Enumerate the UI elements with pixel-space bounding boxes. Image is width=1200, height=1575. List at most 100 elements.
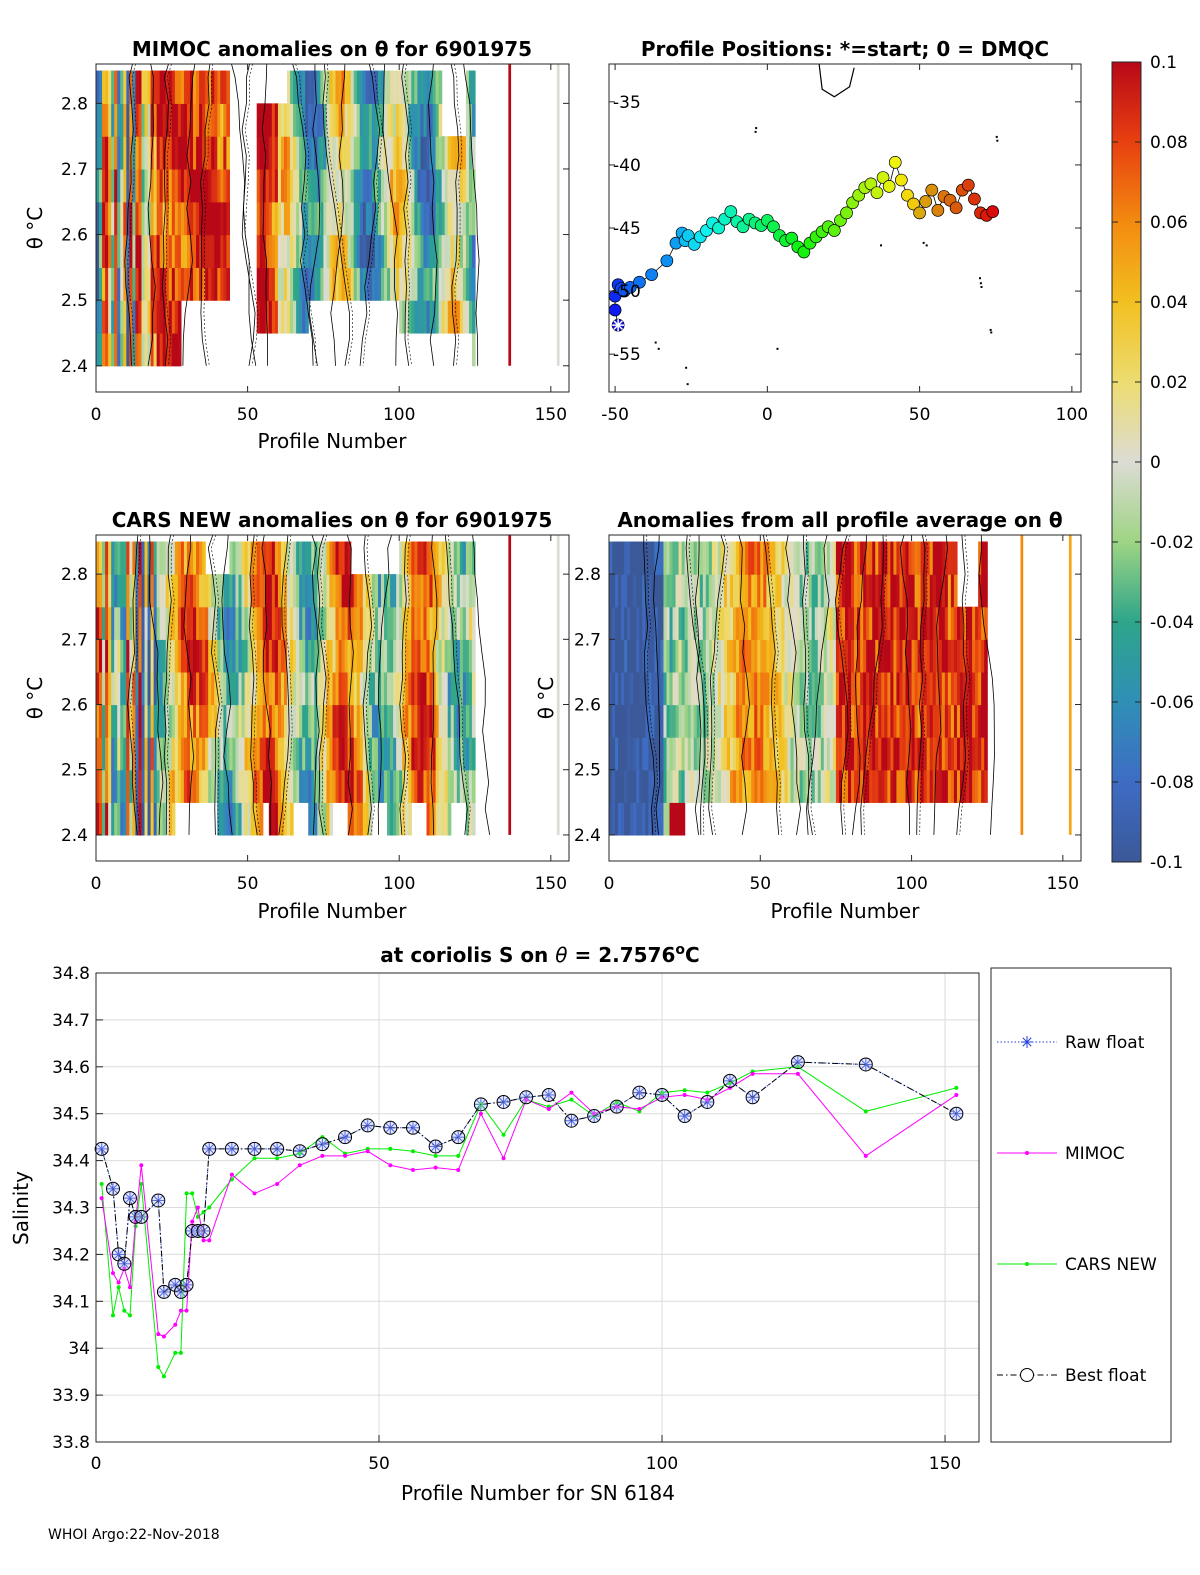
heatmap-cell (462, 201, 467, 236)
heatmap-cell (953, 704, 958, 738)
heatmap-cell (648, 639, 652, 673)
heatmap-cell (186, 103, 191, 137)
heatmap-cell (917, 606, 922, 640)
heatmap-cell (402, 168, 406, 203)
heatmap-cell (453, 737, 458, 771)
heatmap-cell (353, 168, 358, 203)
contour-line (124, 64, 134, 366)
heatmap-cell (705, 541, 710, 575)
contour-line (346, 535, 354, 835)
heatmap-cell (757, 541, 761, 575)
heatmap-cell (399, 606, 403, 640)
heatmap-cell (335, 737, 340, 771)
heatmap-cell (396, 168, 400, 203)
heatmap-cell (374, 671, 379, 706)
heatmap-cell (408, 234, 412, 268)
heatmap-cell (150, 267, 155, 301)
heatmap-cell (823, 769, 828, 803)
heatmap-cell (208, 168, 212, 203)
heatmap-cell (193, 267, 197, 301)
heatmap-cell (283, 168, 288, 203)
heatmap-cell (984, 737, 988, 771)
heatmap-cell (102, 136, 106, 170)
heatmap-cell (411, 201, 415, 236)
heatmap-cell (399, 541, 403, 575)
heatmap-cell (332, 639, 337, 673)
heatmap-cell (405, 639, 409, 673)
contour-line (838, 535, 852, 835)
heatmap-cell (911, 671, 916, 706)
heatmap-cell (435, 267, 440, 301)
heatmap-cell (739, 606, 743, 640)
heatmap-cell (414, 234, 418, 268)
heatmap-cell (396, 234, 400, 268)
heatmap-cell (742, 671, 746, 706)
heatmap-cell (96, 671, 100, 706)
y-tick-label: 34.5 (52, 1105, 90, 1125)
heatmap-cell (947, 704, 952, 738)
heatmap-cell (171, 704, 176, 738)
heatmap-cell (241, 574, 246, 608)
heatmap-cell (374, 769, 379, 803)
heatmap-cell (405, 704, 409, 738)
profile-position (888, 156, 902, 169)
heatmap-cell (387, 574, 391, 608)
heatmap-cell (411, 704, 415, 738)
heatmap-cell (429, 541, 434, 575)
heatmap-cell (314, 201, 318, 236)
heatmap-cell (411, 267, 415, 301)
heatmap-cell (772, 606, 777, 640)
heatmap-cell (387, 769, 391, 803)
heatmap-cell (368, 267, 373, 301)
heatmap-cell (189, 541, 194, 575)
heatmap-cell (374, 704, 379, 738)
heatmap-cell (202, 704, 206, 738)
heatmap-cell (381, 136, 385, 170)
heatmap-cell (935, 606, 940, 640)
heatmap-cell (305, 300, 309, 334)
heatmap-cell (878, 769, 882, 803)
heatmap-cell (417, 267, 422, 301)
heatmap-cell (465, 737, 470, 771)
heatmap-cell (268, 234, 273, 268)
heatmap-cell (102, 704, 106, 738)
colorbar-tick-label: -0.1 (1150, 853, 1183, 873)
heatmap-cell (450, 704, 455, 738)
heatmap-cell (432, 769, 437, 803)
star-stroke (1022, 1037, 1032, 1047)
island (686, 383, 689, 386)
contour-line (860, 535, 884, 835)
heatmap-cell (981, 541, 985, 575)
heatmap-cell (262, 300, 267, 334)
heatmap-cell (381, 234, 385, 268)
heatmap-cell (144, 541, 149, 575)
heatmap-cell (135, 606, 140, 640)
heatmap-cell (429, 70, 434, 104)
heatmap-cell (984, 769, 988, 803)
heatmap-cell (769, 704, 773, 738)
heatmap-cell (841, 737, 846, 771)
heatmap-cell (165, 234, 170, 268)
heatmap-cell (459, 671, 464, 706)
heatmap-cell (347, 671, 352, 706)
heatmap-cell (105, 704, 109, 738)
heatmap-cell (120, 168, 124, 203)
heatmap-cell (841, 671, 846, 706)
heatmap-cell (462, 704, 467, 738)
heatmap-cell (214, 103, 218, 137)
heatmap-cell (917, 704, 922, 738)
heatmap-cell (687, 639, 692, 673)
heatmap-cell (984, 639, 988, 673)
heatmap-cell (508, 535, 512, 835)
heatmap-cell (156, 201, 161, 236)
heatmap-cell (311, 541, 315, 575)
heatmap-cell (630, 574, 634, 608)
heatmap-cell (247, 737, 252, 771)
heatmap-cell (299, 639, 303, 673)
heatmap-cell (772, 671, 777, 706)
heatmap-cell (299, 769, 303, 803)
heatmap-cell (253, 802, 258, 836)
footer-credit: WHOI Argo:22-Nov-2018 (48, 1527, 220, 1543)
heatmap-cell (341, 574, 346, 608)
heatmap-cell (742, 704, 746, 738)
